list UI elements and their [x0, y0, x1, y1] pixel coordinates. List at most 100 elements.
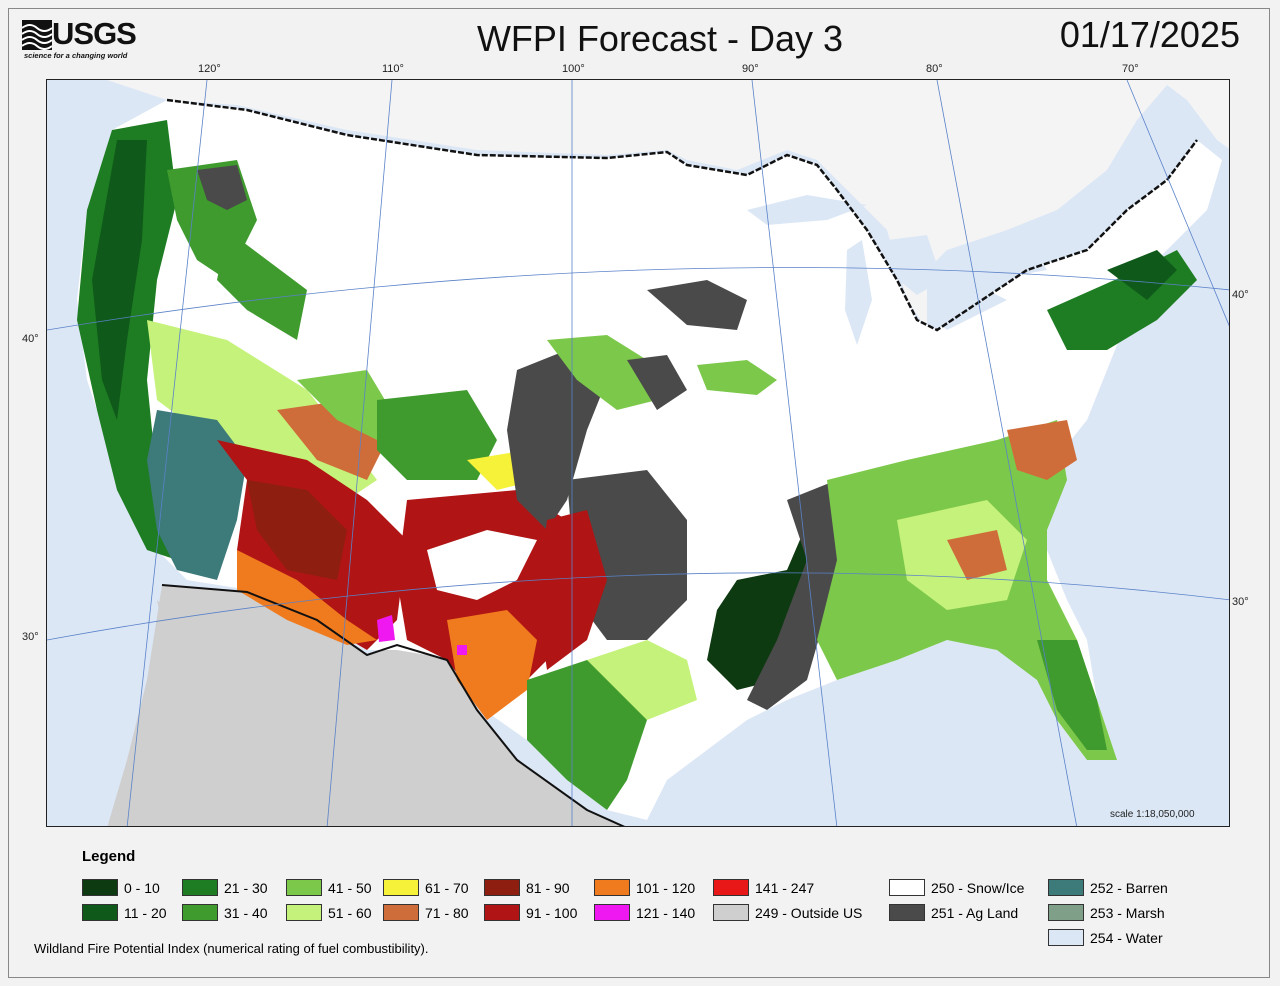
map-title: WFPI Forecast - Day 3 — [476, 18, 844, 59]
region-colorado-forest — [377, 390, 497, 480]
lake-superior — [747, 195, 867, 225]
legend-item: 249 - Outside US — [713, 904, 862, 921]
legend-swatch — [1048, 929, 1084, 946]
usgs-logo: USGS science for a changing world — [22, 16, 142, 62]
lake-huron — [887, 235, 942, 295]
region-nebraska-green — [547, 335, 657, 410]
legend-item: 21 - 30 — [182, 879, 268, 896]
region-georgia-brown — [947, 530, 1007, 580]
legend-item: 121 - 140 — [594, 904, 695, 921]
region-nevada-barren — [147, 410, 247, 580]
legend-label: 250 - Snow/Ice — [931, 879, 1025, 896]
region-idaho-south-forest — [217, 230, 307, 340]
legend-item: 91 - 100 — [484, 904, 577, 921]
region-central-texas-light — [587, 640, 697, 720]
forecast-date: 01/17/2025 — [1059, 14, 1240, 55]
legend-item: 250 - Snow/Ice — [889, 879, 1024, 896]
legend-label: 21 - 30 — [224, 879, 268, 896]
legend-swatch — [594, 879, 630, 896]
region-south-texas-green — [527, 660, 647, 810]
legend-swatch — [484, 879, 520, 896]
region-magenta-1 — [377, 615, 395, 642]
map-scale: scale 1:18,050,000 — [1110, 809, 1195, 820]
region-new-mexico-snow — [427, 530, 537, 600]
region-sonoran-orange — [237, 550, 377, 645]
legend-swatch — [713, 879, 749, 896]
legend-label: 254 - Water — [1090, 929, 1163, 946]
legend-item: 41 - 50 — [286, 879, 372, 896]
legend-swatch — [889, 904, 925, 921]
legend-item: 251 - Ag Land — [889, 904, 1018, 921]
region-nebraska-ag — [627, 355, 687, 410]
lon-label-110: 110° — [382, 63, 404, 75]
legend-item: 11 - 20 — [82, 904, 167, 921]
us-mexico-border — [161, 584, 625, 826]
region-new-england-dark — [1107, 250, 1177, 300]
legend-label: 252 - Barren — [1090, 879, 1168, 896]
region-cascades-dark-forest — [92, 140, 147, 420]
lat-label-40-left: 40° — [22, 333, 39, 345]
legend-item: 252 - Barren — [1048, 879, 1168, 896]
region-iowa-green — [697, 360, 777, 395]
lon-label-90: 90° — [742, 63, 759, 75]
region-arizona-dark-red — [247, 480, 347, 580]
legend-label: 11 - 20 — [124, 904, 167, 921]
footnote: Wildland Fire Potential Index (numerical… — [34, 941, 429, 956]
legend-label: 41 - 50 — [328, 879, 372, 896]
lon-label-120: 120° — [198, 63, 221, 75]
legend-label: 101 - 120 — [636, 879, 696, 896]
legend-swatch — [594, 904, 630, 921]
region-carolina-brown — [1007, 420, 1077, 480]
lake-erie — [927, 290, 1007, 330]
lon-label-70: 70° — [1122, 63, 1139, 75]
legend-swatch — [383, 904, 419, 921]
legend-swatch — [484, 904, 520, 921]
lat-label-30-left: 30° — [22, 631, 39, 643]
legend-item: 0 - 10 — [82, 879, 160, 896]
wfpi-map — [46, 79, 1230, 827]
region-west-texas-orange — [447, 610, 537, 720]
legend-swatch — [286, 879, 322, 896]
region-magenta-2 — [457, 645, 467, 655]
legend-label: 71 - 80 — [425, 904, 469, 921]
legend-label: 121 - 140 — [636, 904, 696, 921]
legend-item: 254 - Water — [1048, 929, 1163, 946]
lat-label-40-right: 40° — [1232, 289, 1249, 301]
legend-title: Legend — [82, 848, 136, 865]
legend-swatch — [182, 879, 218, 896]
lake-michigan — [845, 240, 872, 345]
legend-swatch — [82, 879, 118, 896]
logo-tagline: science for a changing world — [24, 51, 128, 60]
legend-label: 249 - Outside US — [755, 904, 863, 921]
region-delta-ag — [747, 480, 847, 710]
region-minnesota-ag — [647, 280, 747, 330]
legend-item: 31 - 40 — [182, 904, 268, 921]
lat-label-30-right: 30° — [1232, 596, 1249, 608]
legend-item: 101 - 120 — [594, 879, 695, 896]
legend-swatch — [383, 879, 419, 896]
legend-swatch — [1048, 879, 1084, 896]
legend-label: 31 - 40 — [224, 904, 268, 921]
legend-item: 51 - 60 — [286, 904, 372, 921]
legend-item: 253 - Marsh — [1048, 904, 1165, 921]
legend-label: 251 - Ag Land — [931, 904, 1019, 921]
graticule — [47, 80, 1229, 826]
legend-swatch — [286, 904, 322, 921]
legend-label: 253 - Marsh — [1090, 904, 1165, 921]
legend-label: 0 - 10 — [124, 879, 160, 896]
region-idaho-ag — [197, 165, 247, 210]
legend-item: 81 - 90 — [484, 879, 570, 896]
legend-swatch — [713, 904, 749, 921]
legend-swatch — [82, 904, 118, 921]
legend-label: 61 - 70 — [425, 879, 469, 896]
usgs-wave-icon — [22, 20, 52, 50]
legend-swatch — [889, 879, 925, 896]
legend-label: 51 - 60 — [328, 904, 372, 921]
lon-label-100: 100° — [562, 63, 585, 75]
legend-label: 141 - 247 — [755, 879, 815, 896]
legend-swatch — [182, 904, 218, 921]
legend-label: 81 - 90 — [526, 879, 570, 896]
region-florida-green — [1037, 640, 1107, 750]
legend-item: 141 - 247 — [713, 879, 814, 896]
logo-word: USGS — [52, 16, 137, 51]
